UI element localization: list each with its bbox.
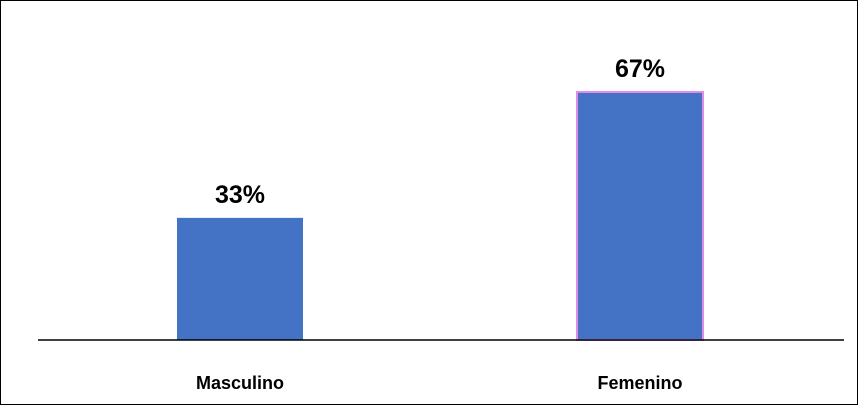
data-label-masculino: 33%: [215, 181, 265, 209]
labels-layer: 33% 67%: [215, 55, 665, 209]
x-tick-label-femenino: Femenino: [597, 373, 682, 393]
bar-femenino: [576, 91, 704, 341]
bars-layer: [177, 91, 704, 341]
data-label-femenino: 67%: [615, 55, 665, 83]
ticks-layer: Masculino Femenino: [196, 373, 683, 393]
bar-masculino: [177, 217, 303, 340]
x-tick-label-masculino: Masculino: [196, 373, 284, 393]
